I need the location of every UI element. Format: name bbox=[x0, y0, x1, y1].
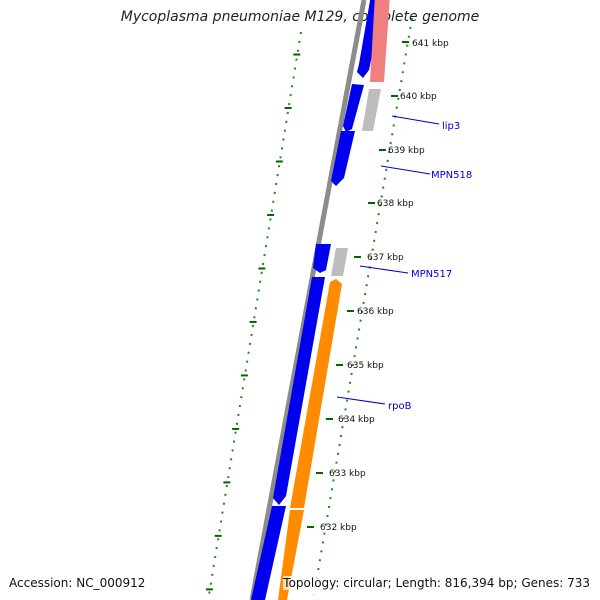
gene-lip3[interactable] bbox=[362, 89, 381, 131]
label-leader bbox=[336, 396, 386, 405]
tick-label-634: 634 kbp bbox=[338, 415, 375, 425]
tick-label-641: 641 kbp bbox=[412, 39, 449, 49]
gene-label-mpn518[interactable]: MPN518 bbox=[431, 170, 472, 181]
label-leader bbox=[391, 115, 440, 125]
tick-label-638: 638 kbp bbox=[377, 199, 414, 209]
map-title: Mycoplasma pneumoniae M129, complete gen… bbox=[120, 9, 480, 25]
tick-label-639: 639 kbp bbox=[388, 146, 425, 156]
gene-forward-3[interactable] bbox=[313, 244, 331, 273]
gc-dashes bbox=[205, 53, 301, 591]
label-leader bbox=[359, 265, 409, 274]
tick-label-633: 633 kbp bbox=[329, 469, 366, 479]
gene-rrna[interactable] bbox=[370, 0, 390, 82]
gene-forward-4[interactable] bbox=[273, 277, 325, 505]
accession-text: Accession: NC_000912 bbox=[9, 576, 146, 590]
tick-label-637: 637 kbp bbox=[367, 253, 404, 263]
gc-content-track bbox=[313, 17, 413, 596]
gene-forward-2[interactable] bbox=[343, 84, 364, 132]
gc-skew-track bbox=[208, 31, 302, 596]
gene-forward-5[interactable] bbox=[251, 506, 286, 600]
kbp-ticks: 641 kbp 640 kbp 639 kbp 638 kbp 637 kbp … bbox=[307, 39, 449, 533]
tick-label-632: 632 kbp bbox=[320, 523, 357, 533]
gene-rpob[interactable] bbox=[290, 279, 342, 508]
forward-strand-track bbox=[251, 0, 384, 600]
gene-label-rpob[interactable]: rpoB bbox=[388, 401, 412, 412]
tick-label-636: 636 kbp bbox=[357, 307, 394, 317]
tick-label-640: 640 kbp bbox=[400, 92, 437, 102]
gene-label-mpn517[interactable]: MPN517 bbox=[411, 269, 452, 280]
gene-forward-mpn518[interactable] bbox=[331, 131, 355, 186]
tick-label-635: 635 kbp bbox=[347, 361, 384, 371]
gene-labels: lip3 MPN518 MPN517 rpoB bbox=[336, 115, 472, 412]
gene-mpn517[interactable] bbox=[331, 248, 348, 276]
label-leader bbox=[380, 165, 431, 175]
genome-summary: Topology: circular; Length: 816,394 bp; … bbox=[283, 576, 590, 590]
gene-label-lip3[interactable]: lip3 bbox=[442, 121, 460, 132]
